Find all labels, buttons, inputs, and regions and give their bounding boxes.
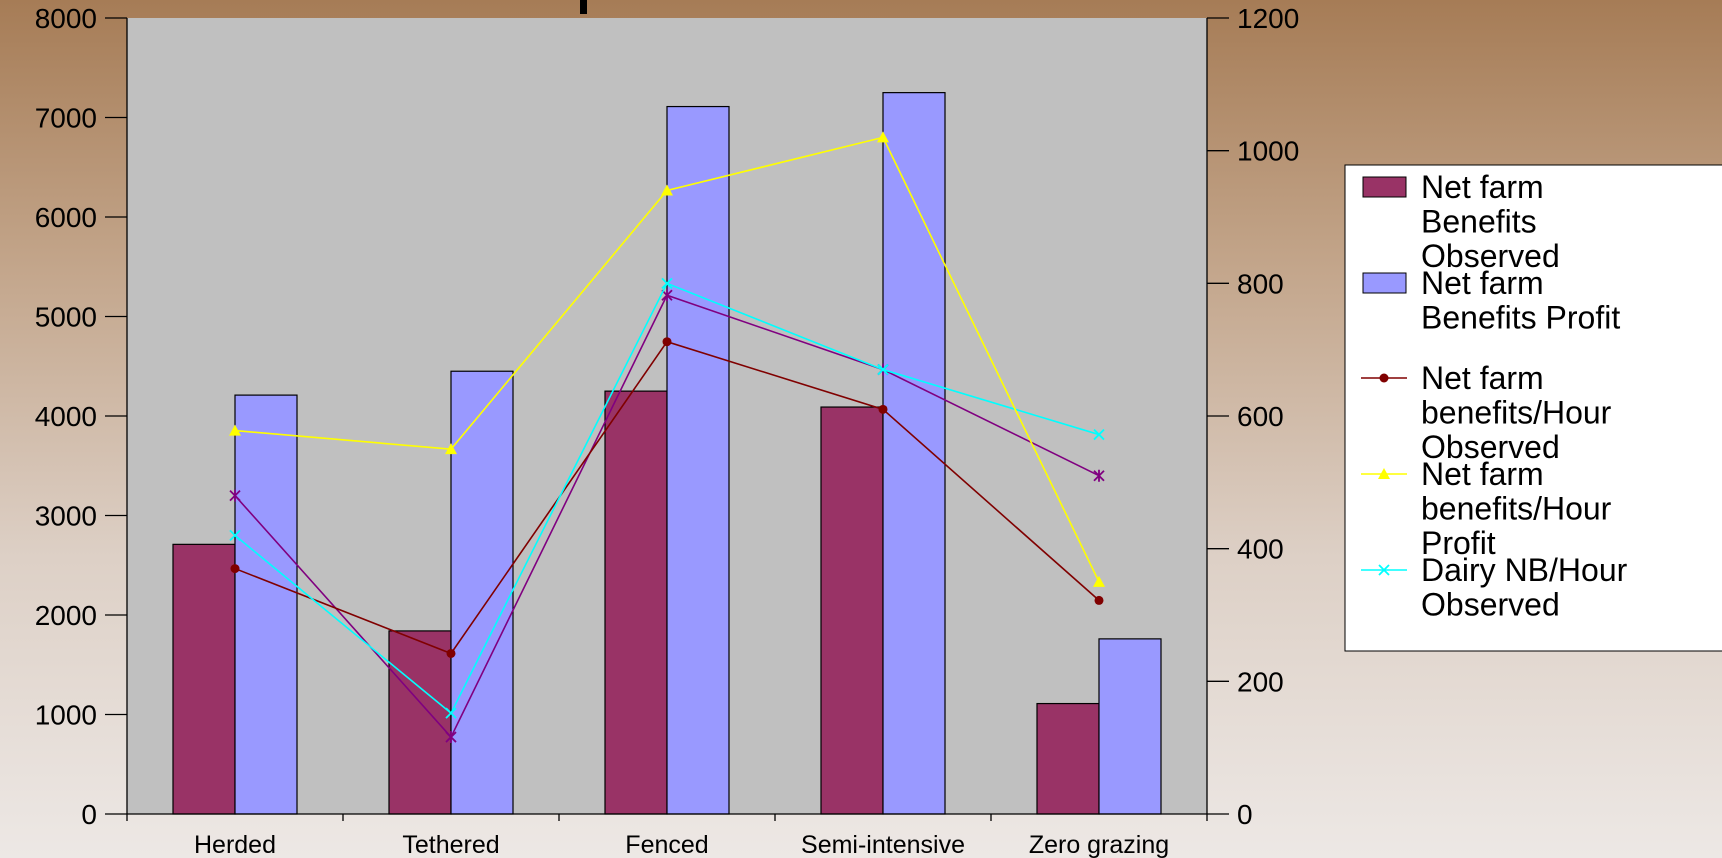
line-point-4-1 [445,707,457,719]
y-left-tick-label: 4000 [35,401,97,432]
bar-observed-2 [604,390,668,815]
line-point-3-1 [445,443,457,455]
legend-label: Profit [1421,525,1496,561]
lines [229,131,1105,744]
line-point-3-2 [661,184,673,196]
legend-marker [1378,468,1390,479]
legend-label: Observed [1421,238,1560,274]
legend-box [1344,164,1722,652]
legend-swatch [1362,272,1407,294]
legend-label: Net farm [1421,169,1544,205]
y-right-tick-label: 1200 [1237,3,1299,34]
legend-label: Benefits Profit [1421,300,1620,336]
legend-marker [1379,373,1389,383]
x-category-label: Tethered [402,831,499,858]
axes: 0 1000 2000 3000 4000 5000 6000 7000 8000 0 200 400… [35,3,1300,858]
y-right-tick-label: 800 [1237,268,1284,299]
bar-observed-0 [172,543,236,815]
y-right-tick-label: 1000 [1237,136,1299,167]
y-left-tick-label: 2000 [35,600,97,631]
line-point-2-0 [230,564,240,574]
y-left-tick-label: 6000 [35,202,97,233]
legend-label: Observed [1421,429,1560,465]
y-left-tick-label: 7000 [35,103,97,134]
legend-label: Net farm [1421,360,1544,396]
line-point-3-3 [877,131,889,143]
line-point-4-3 [877,363,889,376]
legend-marker [1378,564,1390,576]
y-right-tick-label: 200 [1237,666,1284,697]
line-point-2-2 [662,337,672,347]
x-category-label: Semi-intensive [801,831,965,858]
legend-label: Dairy NB/Hour [1421,552,1628,588]
title-fragment [580,0,587,14]
legend-label: Net farm [1421,456,1544,492]
legend-label: benefits/Hour [1421,395,1612,431]
bar-profit-1 [450,370,514,815]
bars [172,92,1162,815]
legend-label: Benefits [1421,204,1537,240]
y-right-tick-label: 0 [1237,799,1253,830]
line-point-4-2 [661,277,673,289]
y-right-tick-label: 600 [1237,401,1284,432]
line-point-2-4 [1094,595,1104,605]
x-category-label: Fenced [625,831,708,858]
y-right-tick-label: 400 [1237,534,1284,565]
bar-profit-3 [882,92,946,815]
line-point-4-4 [1093,428,1105,441]
line-point-5-1 [445,731,457,744]
x-category-label: Zero grazing [1029,831,1169,858]
bar-profit-4 [1098,638,1162,815]
legend-swatch [1362,176,1407,198]
legend-label: benefits/Hour [1421,491,1612,527]
bar-profit-2 [666,105,730,815]
bar-observed-3 [820,406,884,815]
line-point-5-4 [1093,469,1105,482]
y-left-tick-label: 8000 [35,3,97,34]
bar-observed-4 [1036,702,1100,815]
line-point-5-0 [229,489,241,502]
bar-observed-1 [388,630,452,815]
y-left-tick-label: 3000 [35,501,97,532]
legend-label: Observed [1421,587,1560,623]
line-point-4-0 [229,529,241,542]
legend-label: Net farm [1421,265,1544,301]
y-left-tick-label: 0 [81,799,97,830]
x-category-label: Herded [194,831,276,858]
y-left-tick-label: 5000 [35,302,97,333]
line-point-2-1 [446,648,456,658]
bar-profit-0 [234,394,298,815]
line-point-5-2 [661,289,673,302]
line-point-3-4 [1093,575,1105,587]
line-point-3-0 [229,424,241,436]
y-left-tick-label: 1000 [35,700,97,731]
line-point-2-3 [878,404,888,414]
